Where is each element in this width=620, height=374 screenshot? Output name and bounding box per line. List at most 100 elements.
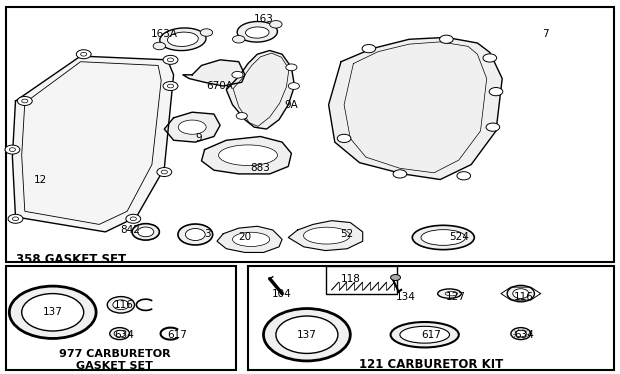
Circle shape xyxy=(22,99,28,103)
Circle shape xyxy=(163,55,178,64)
Text: 12: 12 xyxy=(33,175,47,184)
Ellipse shape xyxy=(412,225,474,250)
Polygon shape xyxy=(12,56,174,232)
Circle shape xyxy=(185,229,205,240)
Circle shape xyxy=(393,170,407,178)
Circle shape xyxy=(8,214,23,223)
Circle shape xyxy=(178,224,213,245)
Ellipse shape xyxy=(421,230,466,245)
Circle shape xyxy=(17,96,32,105)
Text: 9A: 9A xyxy=(285,100,298,110)
Circle shape xyxy=(12,217,19,221)
Text: 137: 137 xyxy=(43,307,63,317)
Circle shape xyxy=(163,82,178,91)
Bar xyxy=(248,266,614,370)
Ellipse shape xyxy=(391,322,459,347)
Polygon shape xyxy=(183,60,245,86)
Circle shape xyxy=(153,42,166,50)
Circle shape xyxy=(236,113,247,119)
Circle shape xyxy=(167,58,174,62)
Polygon shape xyxy=(202,137,291,174)
Circle shape xyxy=(286,64,297,71)
Circle shape xyxy=(200,29,213,36)
Ellipse shape xyxy=(246,27,269,38)
Circle shape xyxy=(270,21,282,28)
Circle shape xyxy=(22,294,84,331)
Circle shape xyxy=(457,172,471,180)
Bar xyxy=(6,266,236,370)
Polygon shape xyxy=(288,221,363,251)
Ellipse shape xyxy=(304,227,350,244)
Circle shape xyxy=(138,227,154,237)
Text: 7: 7 xyxy=(542,29,549,39)
Ellipse shape xyxy=(445,291,458,296)
Bar xyxy=(6,7,614,262)
Text: 163A: 163A xyxy=(151,29,178,39)
Circle shape xyxy=(337,134,351,142)
Text: 634: 634 xyxy=(514,330,534,340)
Text: 118: 118 xyxy=(340,274,360,283)
Ellipse shape xyxy=(237,21,277,42)
Circle shape xyxy=(483,54,497,62)
Bar xyxy=(326,266,397,294)
Text: 127: 127 xyxy=(446,292,466,302)
Text: 134: 134 xyxy=(396,292,416,302)
Ellipse shape xyxy=(160,28,206,50)
Text: 977 CARBURETOR
GASKET SET: 977 CARBURETOR GASKET SET xyxy=(59,349,170,371)
Circle shape xyxy=(107,297,135,313)
Text: 163: 163 xyxy=(254,14,273,24)
Ellipse shape xyxy=(400,326,450,343)
Text: 116: 116 xyxy=(114,300,134,310)
Circle shape xyxy=(513,289,529,298)
Circle shape xyxy=(167,84,174,88)
Text: 358 GASKET SET: 358 GASKET SET xyxy=(16,254,126,266)
Circle shape xyxy=(126,214,141,223)
Circle shape xyxy=(362,45,376,53)
Circle shape xyxy=(9,148,16,151)
Circle shape xyxy=(232,71,243,78)
Text: 883: 883 xyxy=(250,163,270,173)
Circle shape xyxy=(391,275,401,280)
Circle shape xyxy=(81,52,87,56)
Text: 20: 20 xyxy=(238,233,252,242)
Text: 104: 104 xyxy=(272,289,292,298)
Circle shape xyxy=(264,309,350,361)
Ellipse shape xyxy=(167,32,198,46)
Circle shape xyxy=(157,168,172,177)
Polygon shape xyxy=(329,37,502,180)
Text: 52: 52 xyxy=(340,229,354,239)
Circle shape xyxy=(130,217,136,221)
Circle shape xyxy=(5,145,20,154)
Circle shape xyxy=(276,316,338,353)
Polygon shape xyxy=(164,112,220,142)
Text: 842: 842 xyxy=(120,225,140,235)
Circle shape xyxy=(76,50,91,59)
Ellipse shape xyxy=(219,145,278,165)
Circle shape xyxy=(113,300,129,310)
Ellipse shape xyxy=(232,232,270,246)
Circle shape xyxy=(440,35,453,43)
Circle shape xyxy=(9,286,96,338)
Circle shape xyxy=(515,330,526,337)
Text: 137: 137 xyxy=(297,330,317,340)
Circle shape xyxy=(114,330,125,337)
Text: 634: 634 xyxy=(114,330,134,340)
Ellipse shape xyxy=(438,289,461,298)
Circle shape xyxy=(110,328,130,340)
Circle shape xyxy=(232,36,245,43)
Circle shape xyxy=(489,88,503,96)
Polygon shape xyxy=(217,226,282,252)
Circle shape xyxy=(161,170,167,174)
Text: 617: 617 xyxy=(421,330,441,340)
Circle shape xyxy=(288,83,299,89)
Text: 3: 3 xyxy=(205,229,211,239)
Polygon shape xyxy=(226,50,294,129)
Circle shape xyxy=(511,328,531,340)
Text: 670A: 670A xyxy=(206,81,234,91)
Ellipse shape xyxy=(179,120,206,134)
Text: 121 CARBURETOR KIT: 121 CARBURETOR KIT xyxy=(359,358,503,371)
Text: 524: 524 xyxy=(449,233,469,242)
Text: 9: 9 xyxy=(195,134,202,143)
Text: 116: 116 xyxy=(514,292,534,302)
Circle shape xyxy=(486,123,500,131)
